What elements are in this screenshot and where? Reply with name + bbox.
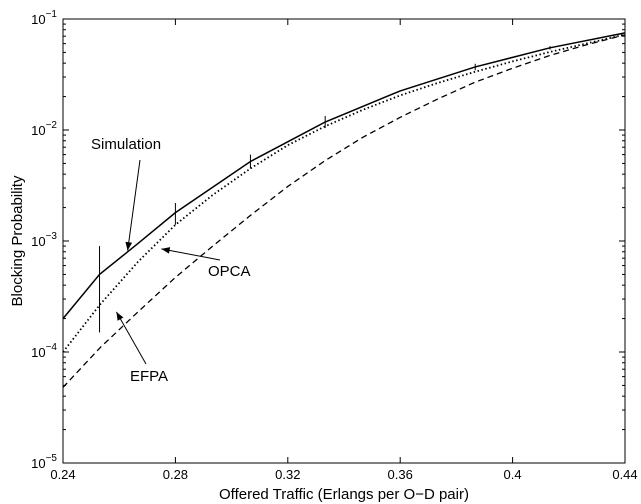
annotation-arrowhead [116, 311, 124, 321]
annotation-arrow [161, 248, 221, 261]
annotation-arrowhead [161, 247, 171, 254]
y-tick-label-base: 10 [31, 456, 45, 471]
annotation-arrow [115, 311, 147, 365]
x-axis-title: Offered Traffic (Erlangs per O−D pair) [219, 486, 469, 503]
y-tick-label: 10−5 [31, 453, 57, 471]
series-line-efpa [62, 34, 626, 388]
series-group [62, 32, 626, 388]
y-tick-label-exponent: −2 [46, 120, 58, 131]
x-tick-label: 0.44 [612, 467, 637, 482]
y-tick-label: 10−1 [31, 9, 57, 27]
x-tick-label: 0.36 [388, 467, 413, 482]
x-tick-label: 0.28 [163, 467, 188, 482]
y-tick-label: 10−2 [31, 120, 57, 138]
y-tick-label-base: 10 [31, 345, 45, 360]
annotation-label-efpa: EFPA [130, 368, 168, 385]
y-axis-title: Blocking Probability [9, 175, 26, 306]
y-tick-label-exponent: −3 [46, 231, 58, 242]
x-tick-label: 0.24 [50, 467, 75, 482]
series-line-opca [62, 33, 626, 353]
x-tick-label: 0.32 [275, 467, 300, 482]
y-tick-label-exponent: −4 [46, 342, 58, 353]
y-tick-label: 10−3 [31, 231, 57, 249]
plot-frame [62, 18, 626, 464]
y-tick-labels: 10−510−410−310−210−1 [31, 9, 57, 471]
y-tick-label-base: 10 [31, 12, 45, 27]
y-tick-label: 10−4 [31, 342, 57, 360]
y-tick-label-exponent: −5 [46, 453, 58, 464]
y-tick-label-base: 10 [31, 123, 45, 138]
annotation-arrow [127, 159, 141, 251]
annotations: Simulation OPCA EFPA [91, 136, 251, 385]
axis-ticks [62, 18, 626, 464]
y-tick-label-base: 10 [31, 234, 45, 249]
series-line-simulation [62, 32, 626, 320]
annotation-arrowhead [125, 241, 133, 251]
annotation-label-simulation: Simulation [91, 136, 161, 153]
annotation-label-opca: OPCA [208, 263, 251, 280]
y-tick-label-exponent: −1 [46, 9, 58, 20]
x-tick-label: 0.4 [504, 467, 522, 482]
x-tick-labels: 0.24 0.28 0.32 0.36 0.4 0.44 [50, 467, 637, 482]
